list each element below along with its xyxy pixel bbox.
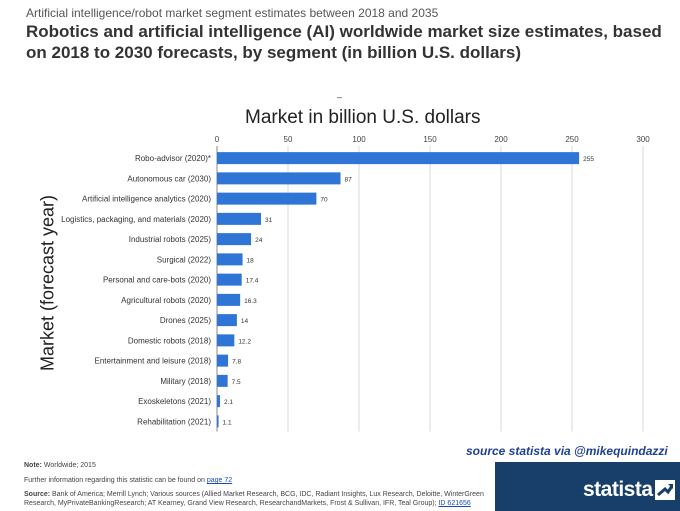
category-label: Personal and care-bots (2020) — [103, 276, 211, 285]
category-label: Entertainment and leisure (2018) — [94, 357, 211, 366]
statistic-id-link[interactable]: ID 621656 — [438, 500, 471, 507]
category-label: Industrial robots (2025) — [129, 235, 212, 244]
note-text: Worldwide; 2015 — [41, 462, 96, 469]
bar — [217, 192, 317, 205]
bar — [217, 354, 229, 367]
bar — [217, 273, 242, 286]
category-label: Agricultural robots (2020) — [121, 296, 211, 305]
bar-value-label: 7.5 — [232, 379, 241, 386]
statista-logo[interactable]: statista — [583, 476, 676, 504]
bar-value-label: 87 — [345, 176, 353, 183]
x-tick-label: 300 — [636, 135, 650, 144]
x-tick-label: 250 — [565, 135, 579, 144]
category-label: Surgical (2022) — [157, 255, 212, 264]
category-label: Drones (2025) — [160, 316, 211, 325]
further-text: Further information regarding this stati… — [24, 477, 207, 484]
bar — [217, 314, 237, 327]
page-link[interactable]: page 72 — [206, 477, 233, 484]
logo-background — [495, 462, 680, 511]
bar — [217, 334, 235, 347]
page-subtitle: Artificial intelligence/robot market seg… — [26, 6, 439, 20]
source-text: Bank of America; Merrill Lynch; Various … — [24, 491, 484, 507]
category-label: Artificial intelligence analytics (2020) — [82, 195, 211, 204]
source-credit: source statista via @mikequindazzi — [466, 444, 668, 458]
source-label: Source: — [24, 491, 51, 498]
bar-value-label: 14 — [241, 318, 249, 325]
footer-further-info: Further information regarding this stati… — [24, 477, 232, 484]
bar-value-label: 16.3 — [244, 298, 257, 305]
bar-value-label: 1.1 — [223, 419, 232, 426]
category-label: Autonomous car (2030) — [127, 174, 211, 183]
bar-value-label: 7.8 — [232, 359, 241, 366]
logo-text: statista — [583, 478, 653, 501]
bar-value-label: 24 — [255, 237, 263, 244]
category-label: Exoskeletons (2021) — [138, 397, 211, 406]
bar — [217, 172, 341, 185]
bar-value-label: 70 — [320, 197, 328, 204]
footer-note: Note: Worldwide; 2015 — [24, 462, 96, 469]
bar — [217, 395, 220, 408]
bar — [217, 253, 243, 266]
page-title: Robotics and artificial intelligence (AI… — [26, 22, 662, 62]
x-tick-label: 200 — [494, 135, 508, 144]
bar-value-label: 2.1 — [224, 399, 233, 406]
category-label: Domestic robots (2018) — [128, 336, 211, 345]
x-tick-label: 50 — [284, 135, 293, 144]
note-label: Note: — [24, 462, 42, 469]
category-label: Logistics, packaging, and materials (202… — [61, 215, 211, 224]
bar — [217, 415, 219, 428]
chart-title: Market in billion U.S. dollars — [245, 107, 481, 128]
x-tick-label: 0 — [215, 135, 220, 144]
dash-mark: – — [337, 92, 343, 102]
bar-value-label: 31 — [265, 217, 273, 224]
bar-chart: 0 50 100 150 200 250 300 Robo-advisor (2020)* 25… — [61, 135, 650, 432]
bar-value-label: 255 — [583, 156, 594, 163]
bar-value-label: 17.4 — [246, 278, 259, 285]
bar-value-label: 18 — [247, 257, 255, 264]
bar — [217, 233, 252, 246]
x-tick-label: 150 — [423, 135, 437, 144]
bar — [217, 374, 228, 387]
category-label: Rehabilitation (2021) — [137, 417, 211, 426]
bar — [217, 152, 580, 165]
bar — [217, 293, 241, 306]
x-tick-label: 100 — [352, 135, 366, 144]
bar — [217, 212, 262, 225]
statista-logo-icon — [655, 480, 675, 500]
bar-value-label: 12.2 — [238, 338, 251, 345]
category-label: Robo-advisor (2020)* — [135, 154, 211, 163]
footer-source: Source: Bank of America; Merrill Lynch; … — [24, 490, 494, 508]
category-label: Military (2018) — [160, 377, 211, 386]
